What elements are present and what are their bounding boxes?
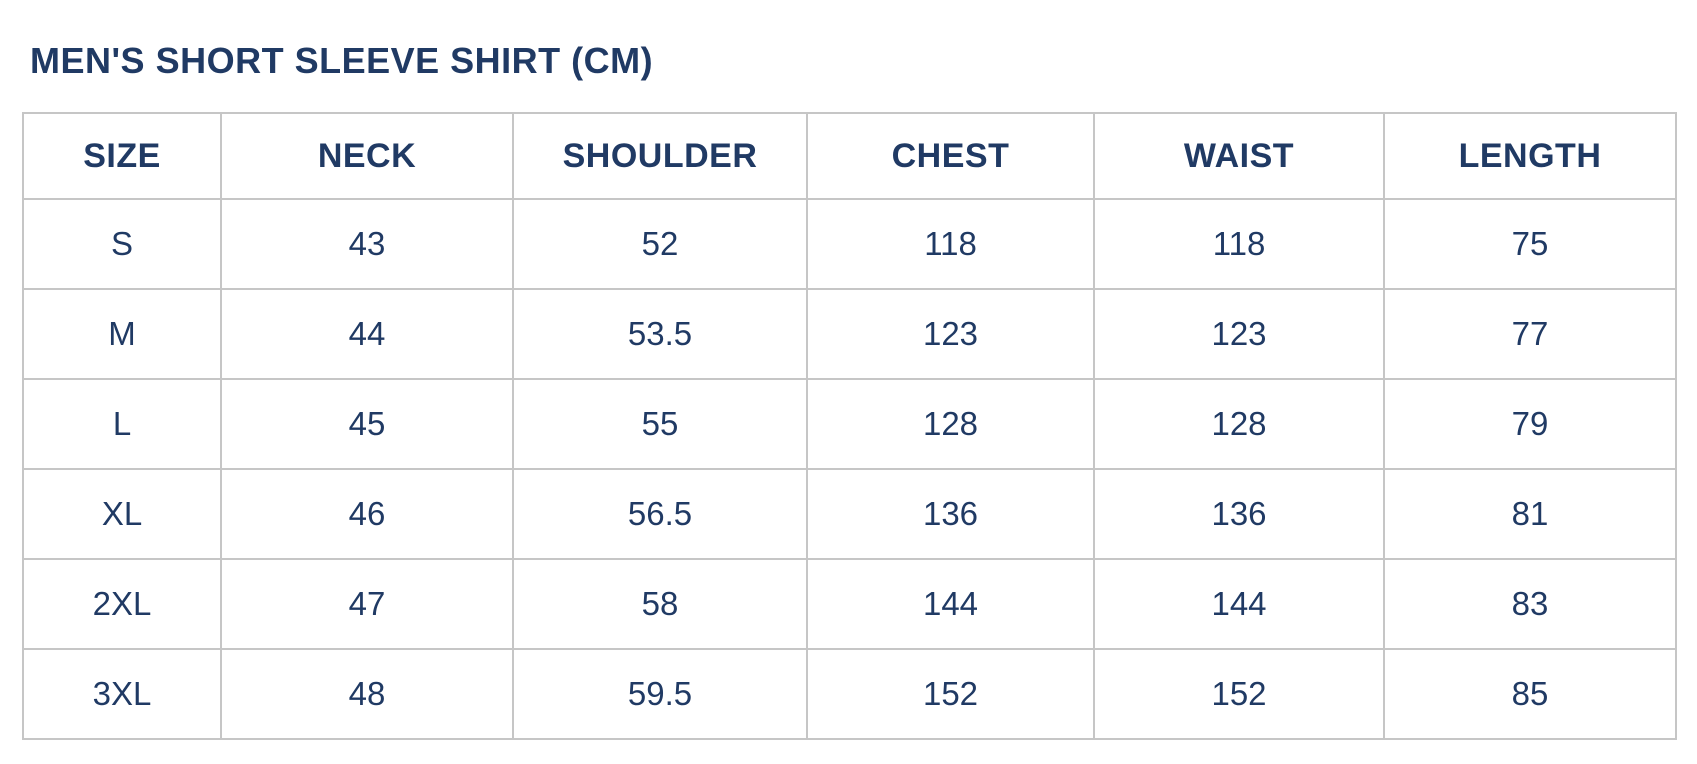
cell-waist: 123 <box>1093 288 1385 380</box>
cell-chest: 136 <box>806 468 1095 560</box>
column-header-waist: WAIST <box>1093 112 1385 200</box>
cell-shoulder: 52 <box>512 198 808 290</box>
cell-waist: 118 <box>1093 198 1385 290</box>
cell-size: 3XL <box>22 648 222 740</box>
cell-shoulder: 56.5 <box>512 468 808 560</box>
cell-chest: 144 <box>806 558 1095 650</box>
cell-shoulder: 55 <box>512 378 808 470</box>
header-row: SIZE NECK SHOULDER CHEST WAIST LENGTH <box>22 112 1677 200</box>
cell-waist: 152 <box>1093 648 1385 740</box>
cell-length: 77 <box>1383 288 1677 380</box>
cell-chest: 118 <box>806 198 1095 290</box>
cell-length: 79 <box>1383 378 1677 470</box>
cell-shoulder: 53.5 <box>512 288 808 380</box>
cell-neck: 45 <box>220 378 514 470</box>
column-header-neck: NECK <box>220 112 514 200</box>
cell-length: 81 <box>1383 468 1677 560</box>
cell-size: 2XL <box>22 558 222 650</box>
cell-neck: 48 <box>220 648 514 740</box>
cell-length: 83 <box>1383 558 1677 650</box>
table-row-m: M 44 53.5 123 123 77 <box>22 288 1677 380</box>
column-header-chest: CHEST <box>806 112 1095 200</box>
table-row-2xl: 2XL 47 58 144 144 83 <box>22 558 1677 650</box>
cell-shoulder: 58 <box>512 558 808 650</box>
cell-shoulder: 59.5 <box>512 648 808 740</box>
cell-chest: 128 <box>806 378 1095 470</box>
column-header-shoulder: SHOULDER <box>512 112 808 200</box>
cell-neck: 46 <box>220 468 514 560</box>
cell-size: S <box>22 198 222 290</box>
cell-size: L <box>22 378 222 470</box>
cell-chest: 152 <box>806 648 1095 740</box>
cell-neck: 47 <box>220 558 514 650</box>
cell-waist: 144 <box>1093 558 1385 650</box>
cell-neck: 44 <box>220 288 514 380</box>
table-row-l: L 45 55 128 128 79 <box>22 378 1677 470</box>
cell-length: 75 <box>1383 198 1677 290</box>
table-row-xl: XL 46 56.5 136 136 81 <box>22 468 1677 560</box>
table-row-3xl: 3XL 48 59.5 152 152 85 <box>22 648 1677 740</box>
column-header-length: LENGTH <box>1383 112 1677 200</box>
cell-waist: 128 <box>1093 378 1385 470</box>
page-title: MEN'S SHORT SLEEVE SHIRT (CM) <box>30 40 654 81</box>
cell-size: XL <box>22 468 222 560</box>
size-chart-table: SIZE NECK SHOULDER CHEST WAIST LENGTH S … <box>22 112 1677 740</box>
cell-waist: 136 <box>1093 468 1385 560</box>
column-header-size: SIZE <box>22 112 222 200</box>
cell-chest: 123 <box>806 288 1095 380</box>
table-row-s: S 43 52 118 118 75 <box>22 198 1677 290</box>
cell-size: M <box>22 288 222 380</box>
cell-neck: 43 <box>220 198 514 290</box>
cell-length: 85 <box>1383 648 1677 740</box>
